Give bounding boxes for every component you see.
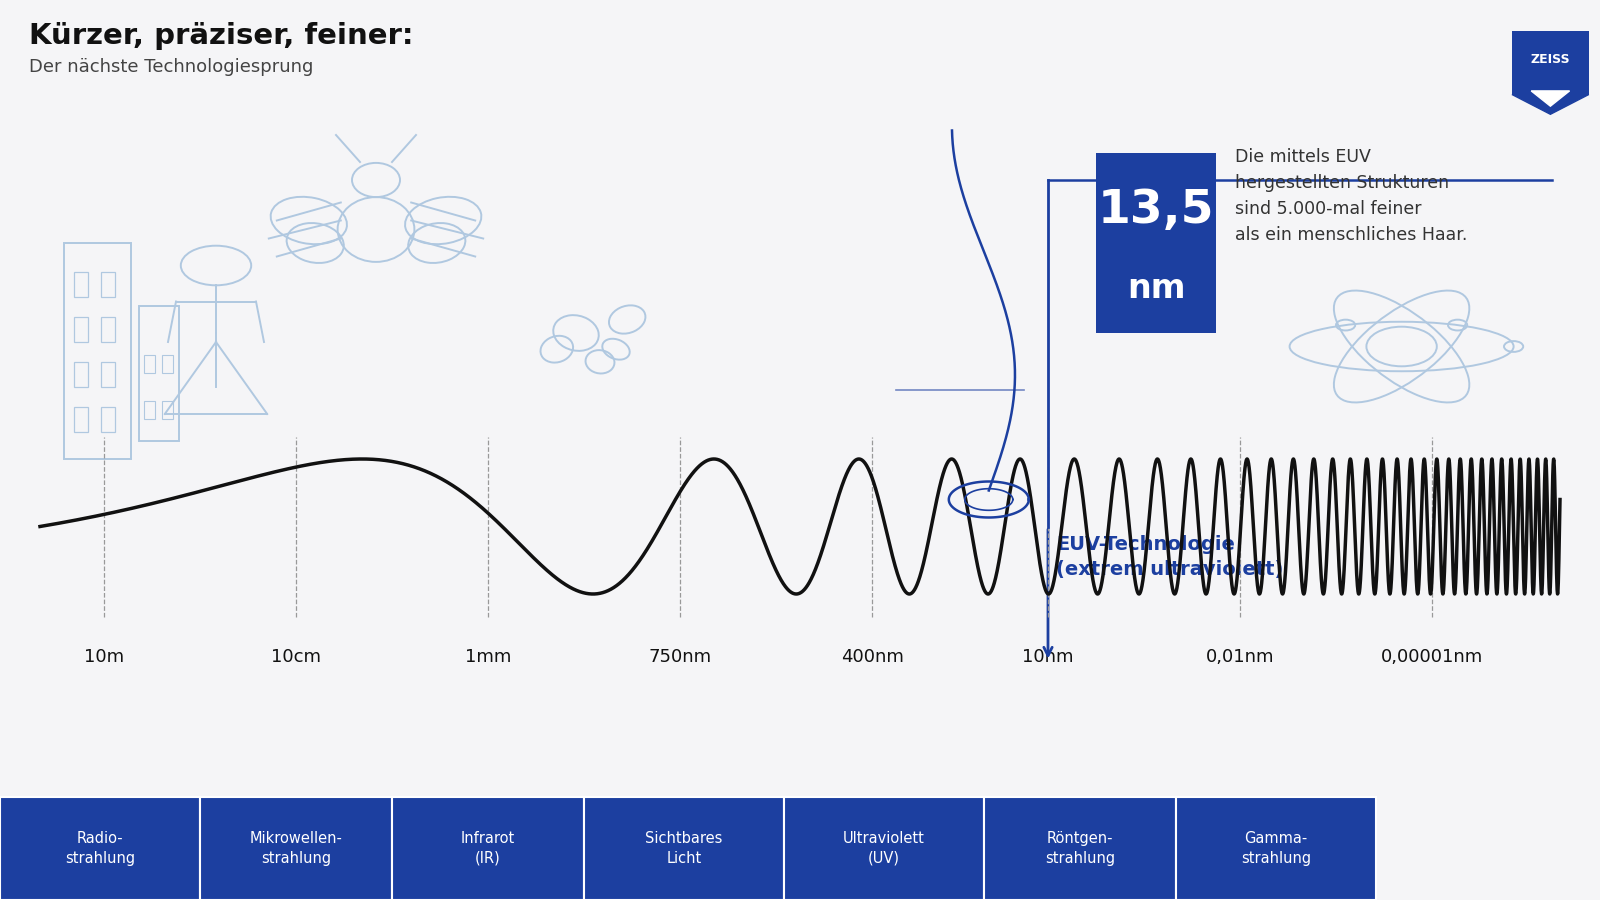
Bar <box>144 356 155 373</box>
Polygon shape <box>1531 91 1570 106</box>
Bar <box>0 796 200 900</box>
Bar <box>984 796 1176 900</box>
Text: 1mm: 1mm <box>466 648 510 666</box>
Text: 13,5: 13,5 <box>1098 188 1214 233</box>
Bar <box>1176 796 1376 900</box>
Text: Radio-
strahlung: Radio- strahlung <box>66 831 134 866</box>
Text: Die mittels EUV
hergestellten Strukturen
sind 5.000-mal feiner
als ein menschlic: Die mittels EUV hergestellten Strukturen… <box>1235 148 1467 244</box>
Bar <box>139 306 179 441</box>
Text: nm: nm <box>1126 272 1186 304</box>
Text: 10m: 10m <box>83 648 125 666</box>
Bar <box>101 407 115 432</box>
Text: EUV-Technologie
(extrem ultraviolett): EUV-Technologie (extrem ultraviolett) <box>1056 536 1283 580</box>
Bar <box>74 317 88 342</box>
Text: Infrarot
(IR): Infrarot (IR) <box>461 831 515 866</box>
Bar <box>101 362 115 387</box>
Bar <box>1512 32 1589 94</box>
Text: Der nächste Technologiesprung: Der nächste Technologiesprung <box>29 58 314 76</box>
Text: Ultraviolett
(UV): Ultraviolett (UV) <box>843 831 925 866</box>
FancyBboxPatch shape <box>1096 153 1216 333</box>
Text: Sichtbares
Licht: Sichtbares Licht <box>645 831 723 866</box>
Bar <box>101 317 115 342</box>
Text: Mikrowellen-
strahlung: Mikrowellen- strahlung <box>250 831 342 866</box>
Bar <box>101 272 115 297</box>
Bar <box>784 796 984 900</box>
Bar <box>64 243 131 459</box>
Text: 400nm: 400nm <box>840 648 904 666</box>
Text: Kürzer, präziser, feiner:: Kürzer, präziser, feiner: <box>29 22 413 50</box>
Text: Röntgen-
strahlung: Röntgen- strahlung <box>1045 831 1115 866</box>
Bar <box>74 407 88 432</box>
Bar <box>584 796 784 900</box>
Text: 0,01nm: 0,01nm <box>1206 648 1274 666</box>
Bar <box>144 400 155 418</box>
Bar <box>162 356 173 373</box>
Text: 10cm: 10cm <box>270 648 322 666</box>
Polygon shape <box>1512 94 1589 114</box>
Text: 10nm: 10nm <box>1022 648 1074 666</box>
Text: 0,00001nm: 0,00001nm <box>1381 648 1483 666</box>
Text: Gamma-
strahlung: Gamma- strahlung <box>1242 831 1310 866</box>
Bar <box>392 796 584 900</box>
Text: 750nm: 750nm <box>648 648 712 666</box>
Bar <box>74 272 88 297</box>
Bar <box>200 796 392 900</box>
Text: ZEISS: ZEISS <box>1531 53 1570 67</box>
Bar <box>162 400 173 418</box>
Bar <box>74 362 88 387</box>
